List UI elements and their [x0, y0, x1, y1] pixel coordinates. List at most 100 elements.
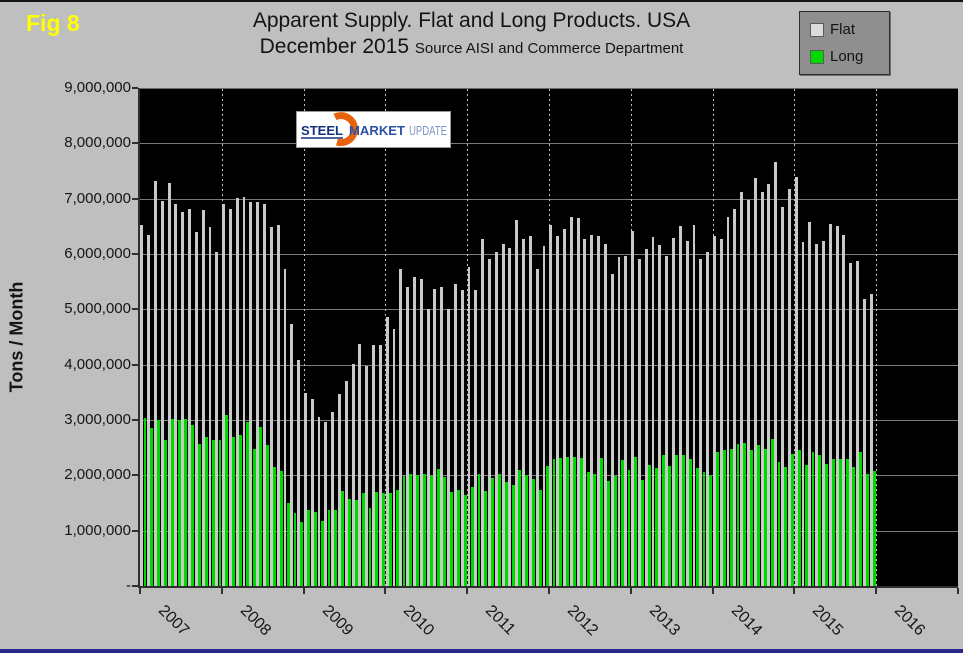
bar-flat	[263, 203, 266, 587]
bar-flat	[344, 380, 348, 587]
bar-flat	[685, 241, 689, 587]
bar-long	[634, 457, 638, 587]
bar-flat	[535, 268, 539, 587]
x-axis-label: 2008	[236, 602, 274, 640]
bar-long	[688, 458, 692, 587]
bar-long	[838, 458, 842, 587]
bar-long	[457, 490, 460, 587]
bar-long	[654, 468, 658, 587]
bar-long	[566, 457, 570, 587]
x-axis-label: 2012	[563, 602, 602, 640]
chart-title: Apparent Supply. Flat and Long Products.…	[252, 9, 691, 32]
bar-long	[157, 420, 161, 587]
bar-flat	[699, 258, 703, 587]
bar-long	[797, 450, 801, 587]
bar-long	[525, 475, 529, 587]
legend-label-long: Long	[830, 48, 864, 65]
bar-flat	[556, 235, 560, 587]
legend-item-flat: Flat	[810, 21, 889, 38]
bar-flat	[160, 201, 164, 587]
bar-flat	[249, 201, 253, 587]
bar-long	[450, 491, 454, 587]
bar-flat	[849, 262, 853, 587]
bar-long	[627, 470, 631, 587]
bar-long	[429, 475, 433, 587]
bar-flat	[651, 237, 655, 587]
bar-flat	[283, 268, 287, 587]
bar-long	[279, 471, 283, 587]
bar-long	[184, 418, 188, 587]
bar-flat	[338, 393, 341, 587]
bar-long	[538, 489, 542, 587]
bar-flat	[869, 293, 873, 587]
bar-long	[866, 473, 869, 587]
x-axis-tick	[220, 588, 223, 594]
bar-flat	[828, 223, 832, 587]
bar-flat	[774, 162, 778, 587]
bar-long	[825, 463, 829, 587]
bar-long	[273, 466, 276, 587]
bar-flat	[767, 183, 771, 587]
logo-word-market: MARKET	[349, 123, 405, 138]
bar-long	[743, 442, 747, 587]
bar-flat	[460, 289, 464, 587]
x-axis-label: 2013	[645, 602, 683, 640]
bar-long	[259, 427, 263, 587]
bar-flat	[440, 287, 444, 587]
x-axis-tick	[466, 588, 469, 594]
bar-flat	[481, 239, 485, 587]
y-axis-title: Tons / Month	[6, 281, 27, 393]
y-axis-line	[138, 88, 140, 588]
x-axis-line	[138, 586, 958, 588]
bar-flat	[303, 393, 307, 587]
bar-flat	[269, 226, 273, 587]
bar-long	[661, 455, 665, 587]
x-axis-label: 2010	[400, 602, 438, 640]
bar-flat	[501, 243, 505, 587]
bar-flat	[406, 287, 410, 587]
x-axis-label: 2007	[154, 602, 193, 640]
bar-flat	[597, 235, 600, 587]
y-axis-label: 2,000,000	[64, 466, 131, 484]
bar-long	[675, 455, 679, 587]
bar-flat	[276, 224, 280, 587]
bar-flat	[590, 234, 594, 587]
bar-long	[532, 479, 535, 587]
top-border	[0, 0, 963, 2]
bar-flat	[474, 290, 478, 587]
bar-long	[729, 449, 733, 587]
bar-long	[191, 425, 195, 587]
bar-long	[593, 473, 597, 587]
bar-flat	[433, 288, 437, 587]
bar-long	[559, 458, 563, 587]
bar-flat	[447, 308, 450, 587]
y-axis-label: 4,000,000	[64, 355, 131, 373]
long-swatch-icon	[810, 49, 824, 64]
bar-flat	[358, 343, 362, 587]
chart-source: Source AISI and Commerce Department	[414, 40, 684, 58]
y-axis-tick	[132, 253, 138, 255]
bar-flat	[310, 398, 314, 587]
bar-long	[784, 466, 788, 587]
bar-flat	[351, 364, 355, 587]
bar-long	[518, 469, 522, 587]
bar-long	[552, 458, 556, 587]
y-axis-tick	[132, 87, 138, 89]
bar-flat	[726, 216, 730, 587]
bar-flat	[665, 255, 669, 587]
bar-long	[334, 510, 338, 587]
bar-long	[770, 438, 774, 587]
bar-long	[177, 419, 181, 587]
bar-flat	[153, 181, 157, 587]
bar-flat	[781, 206, 784, 587]
legend-item-long: Long	[810, 48, 889, 65]
bar-flat	[637, 258, 641, 587]
bar-flat	[815, 243, 819, 587]
bar-flat	[808, 221, 812, 587]
bar-long	[143, 418, 147, 587]
bar-long	[791, 453, 795, 587]
bar-long	[293, 513, 297, 587]
bar-flat	[576, 217, 580, 587]
bar-long	[573, 457, 576, 587]
bar-flat	[672, 237, 675, 587]
